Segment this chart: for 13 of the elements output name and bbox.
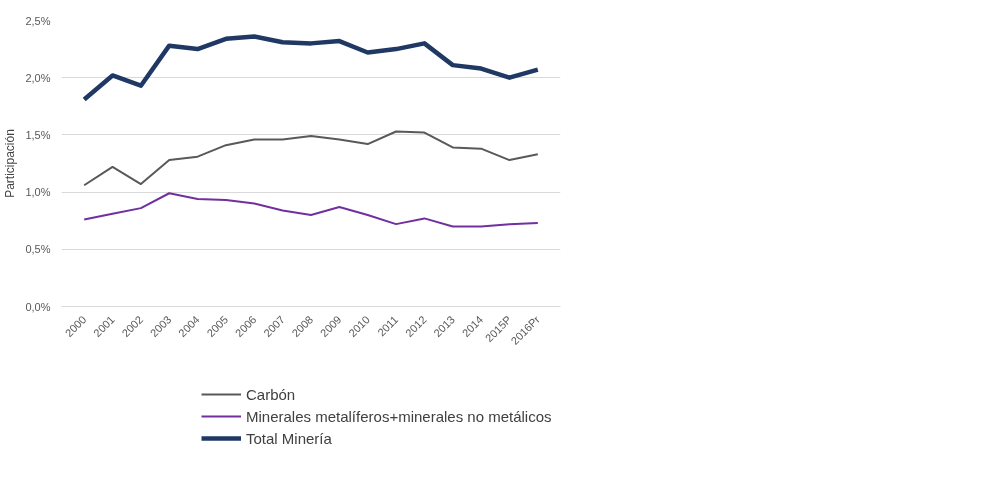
y-tick-label: 0,5% bbox=[25, 243, 51, 256]
y-axis-title: Participación bbox=[3, 129, 18, 198]
legend-label: Minerales metalíferos+minerales no metálicos bbox=[246, 407, 552, 425]
y-tick-label: 2,5% bbox=[25, 14, 51, 27]
legend-label: Total Minería bbox=[246, 429, 332, 447]
y-tick-label: 1,5% bbox=[25, 128, 51, 141]
legend-label: Carbón bbox=[246, 385, 296, 403]
line-series bbox=[83, 130, 539, 187]
y-tick-label: 0,0% bbox=[25, 300, 51, 313]
line-series bbox=[83, 192, 539, 228]
y-tick-label: 2,0% bbox=[25, 71, 51, 84]
y-tick-label: 1,0% bbox=[25, 186, 51, 199]
line-series bbox=[81, 34, 541, 102]
